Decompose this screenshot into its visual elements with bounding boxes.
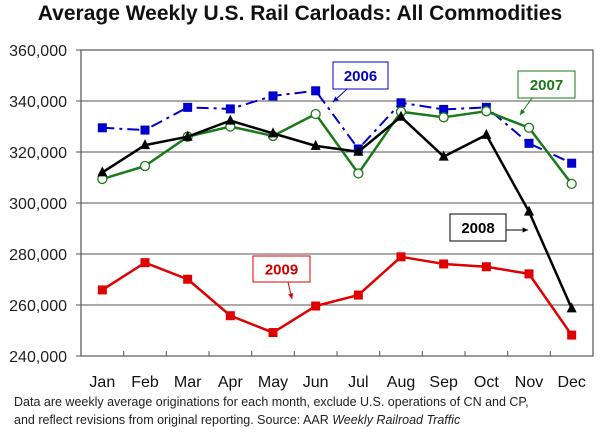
data-point-2007-dec [566,178,577,190]
data-point-2009-nov [524,269,534,279]
annotation-box [517,70,576,99]
data-point-2008-apr [225,114,236,125]
annotation-arrow-head [288,293,294,299]
series-annotations: 2006 2007 2008 2009 [252,61,576,300]
data-point-2006-aug [396,98,406,108]
data-point-2008-mar [182,130,193,141]
annotation-box [449,213,507,242]
data-point-2006-dec [567,158,577,168]
annotation-2006: 2006 [332,61,389,103]
series-line-2009 [101,255,573,336]
data-point-2009-aug [396,252,406,262]
data-point-2006-may [268,91,278,101]
series-2008 [97,110,577,313]
data-point-2006-feb [140,125,150,135]
x-tick-label: Aug [387,374,415,391]
annotation-arrow-head [333,96,339,102]
x-tick-label: Dec [557,374,585,391]
data-point-2007-nov [523,122,535,133]
y-tick-label: 240,000 [9,349,67,366]
x-tick-label: Feb [131,374,159,391]
x-tick-label: Jun [303,374,329,391]
data-point-2007-sep [438,112,449,123]
footnote-text: and reflect revisions from original repo… [14,413,333,427]
data-point-2007-oct [481,106,492,117]
x-tick-label: Nov [515,374,543,391]
annotation-2008: 2008 [449,213,528,242]
y-tick-label: 260,000 [9,298,67,315]
data-point-2009-dec [567,330,577,340]
y-tick-label: 280,000 [9,247,67,264]
data-point-2006-apr [225,104,235,114]
data-point-2006-mar [183,102,193,112]
series-lines [97,86,577,340]
annotation-arrow-head [520,109,526,115]
annotation-label: 2006 [344,68,377,85]
data-point-2009-jan [97,285,107,295]
data-point-2008-nov [524,205,534,216]
data-point-2009-jul [353,290,363,300]
y-axis-ticks: 240,000 260,000 280,000 300,000 320,000 340,0… [9,43,81,366]
x-tick-label: Jan [89,374,115,391]
data-point-2008-oct [481,128,492,139]
y-tick-label: 340,000 [9,94,67,111]
x-tick-label: May [258,374,288,391]
data-point-2006-jun [311,86,321,96]
annotation-arrow-head [522,227,528,233]
data-point-2009-feb [140,258,150,268]
x-tick-label: Mar [174,374,202,391]
annotation-box [332,61,389,90]
data-point-2007-feb [139,160,151,172]
data-point-2008-jan [97,166,108,177]
data-point-2009-mar [183,274,193,284]
footnote-line-1: Data are weekly average originations for… [14,395,529,409]
data-point-2006-jan [97,123,107,133]
y-tick-label: 360,000 [9,43,67,60]
x-tick-label: Apr [218,374,244,391]
data-point-2009-oct [481,262,491,272]
annotation-2007: 2007 [517,70,576,116]
annotation-label: 2008 [461,220,494,237]
data-point-2007-jun [310,108,321,120]
annotation-2009: 2009 [252,255,311,300]
data-point-2006-nov [524,138,534,148]
data-point-2009-apr [225,311,235,321]
data-point-2008-may [268,127,278,138]
data-point-2008-aug [396,110,406,121]
footnote-source-italic: Weekly Railroad Traffic [332,413,461,427]
annotation-label: 2007 [530,77,563,94]
x-tick-label: Oct [474,374,499,391]
y-tick-label: 320,000 [9,145,67,162]
data-point-2008-jul [353,145,364,156]
series-2009 [97,252,577,340]
footnote-line-2: and reflect revisions from original repo… [14,413,460,427]
data-point-2007-jul [353,168,364,179]
data-point-2009-jun [311,301,321,311]
x-tick-label: Jul [348,374,368,391]
data-point-2008-dec [566,302,577,313]
annotation-label: 2009 [265,262,298,279]
annotation-box [252,255,311,283]
data-point-2008-feb [140,139,150,150]
data-point-2006-sep [439,104,449,114]
y-tick-label: 300,000 [9,196,67,213]
series-line-2008 [101,115,573,309]
chart-title: Average Weekly U.S. Rail Carloads: All C… [37,2,563,25]
data-point-2008-jun [310,139,321,150]
data-point-2009-sep [439,259,449,269]
data-point-2008-sep [438,150,449,161]
series-line-2007 [101,109,573,185]
x-axis-ticks: Jan Feb Mar Apr May Jun Jul Aug Sep Oct Nov Dec [89,351,586,391]
data-point-2009-may [268,328,278,338]
x-tick-label: Sep [429,374,458,391]
